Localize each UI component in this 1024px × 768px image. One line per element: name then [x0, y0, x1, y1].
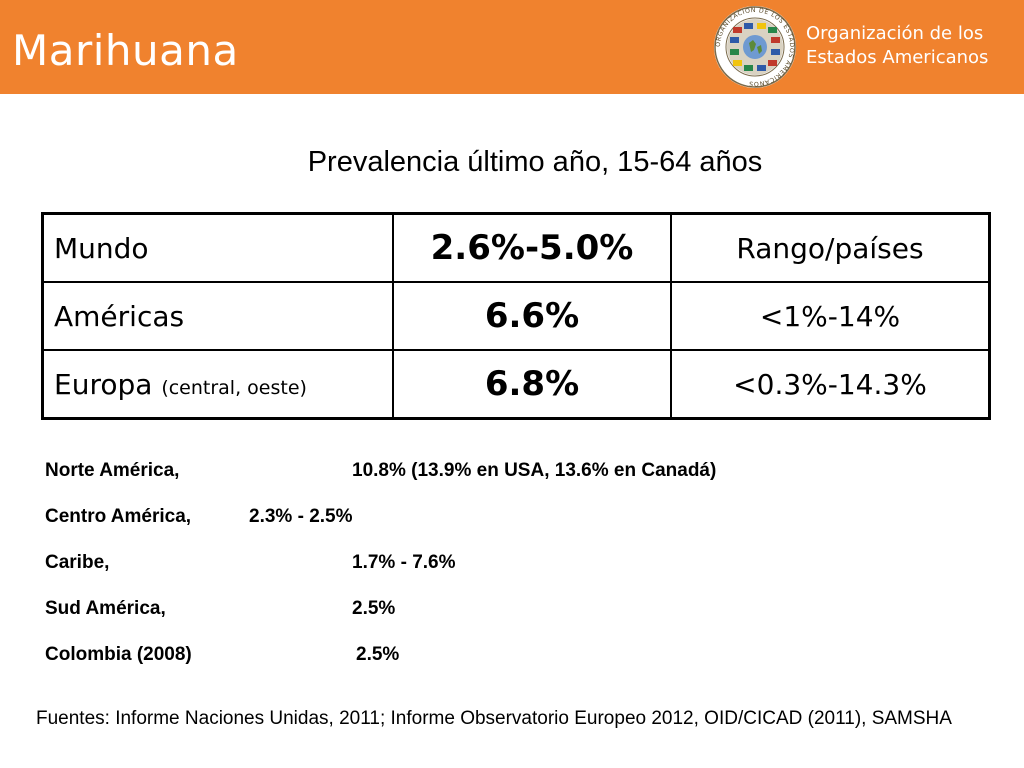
- table-row: Europa (central, oeste) 6.8% <0.3%-14.3%: [41, 349, 991, 420]
- header-bar: Marihuana ORGANIZACION DE LOS ESTADOS AM…: [0, 0, 1024, 94]
- region-value: 2.3% - 2.5%: [249, 506, 353, 527]
- org-name-line-1: Organización de los: [806, 23, 984, 44]
- region-name: Colombia (2008): [45, 644, 192, 665]
- table-row: Américas 6.6% <1%-14%: [41, 281, 991, 351]
- region-cell: Américas: [41, 281, 394, 351]
- region-note: (central, oeste): [161, 376, 307, 399]
- region-name: Centro América,: [45, 506, 192, 527]
- org-name-line-2: Estados Americanos: [806, 47, 989, 68]
- region-value: 1.7% - 7.6%: [352, 552, 456, 573]
- organization-name: Organización de los Estados Americanos: [806, 22, 988, 70]
- range-cell: <0.3%-14.3%: [670, 349, 991, 420]
- region-name: Sud América,: [45, 598, 166, 619]
- range-cell: Rango/países: [670, 212, 991, 283]
- region-label: Mundo: [54, 231, 149, 265]
- region-name: Norte América,: [45, 460, 180, 481]
- page-title: Marihuana: [12, 26, 239, 75]
- table-row: Mundo 2.6%-5.0% Rango/países: [41, 212, 991, 283]
- region-label: Europa: [54, 367, 153, 401]
- region-value: 2.5%: [352, 598, 396, 619]
- region-value: 10.8% (13.9% en USA, 13.6% en Canadá): [352, 460, 717, 481]
- region-cell: Europa (central, oeste): [41, 349, 394, 420]
- prevalence-cell: 6.8%: [392, 349, 672, 420]
- region-value: 2.5%: [356, 644, 400, 665]
- region-name: Caribe,: [45, 552, 110, 573]
- range-cell: <1%-14%: [670, 281, 991, 351]
- region-label: Américas: [54, 299, 185, 333]
- prevalence-cell: 6.6%: [392, 281, 672, 351]
- oas-seal-icon: ORGANIZACION DE LOS ESTADOS AMERICANOS: [714, 6, 796, 88]
- table-subtitle: Prevalencia último año, 15-64 años: [307, 146, 763, 178]
- prevalence-table: Mundo 2.6%-5.0% Rango/países Américas 6.…: [41, 212, 991, 420]
- region-cell: Mundo: [41, 212, 394, 283]
- prevalence-cell: 2.6%-5.0%: [392, 212, 672, 283]
- sources-note: Fuentes: Informe Naciones Unidas, 2011; …: [36, 708, 952, 729]
